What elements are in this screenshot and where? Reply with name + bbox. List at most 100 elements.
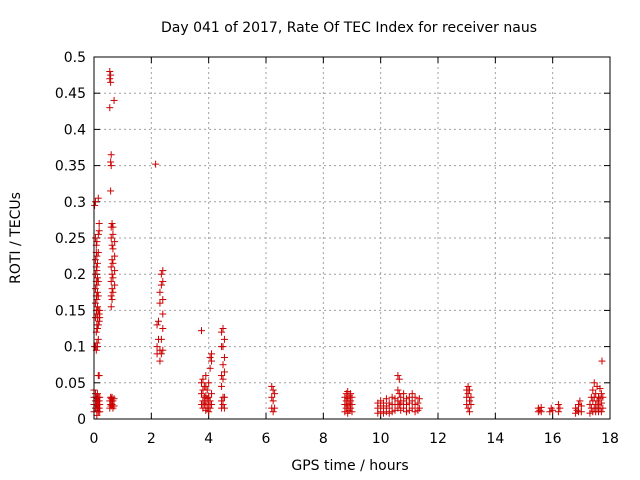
data-point: [220, 368, 228, 376]
data-point: [467, 393, 475, 401]
data-point: [107, 151, 115, 159]
data-point: [107, 187, 115, 195]
data-point: [107, 263, 115, 271]
data-point: [157, 350, 165, 358]
data-point: [586, 409, 594, 417]
data-point: [159, 277, 167, 285]
data-point: [269, 397, 277, 405]
y-tick-label: 0.2: [64, 267, 86, 283]
data-point: [94, 277, 102, 285]
data-point: [206, 404, 214, 412]
data-point: [597, 408, 605, 416]
y-tick-label: 0.45: [55, 86, 86, 102]
data-point: [106, 75, 114, 83]
data-point: [219, 325, 227, 332]
data-point: [93, 343, 101, 351]
data-point: [111, 238, 119, 246]
data-point: [95, 397, 103, 405]
data-point: [271, 390, 279, 398]
chart-title: Day 041 of 2017, Rate Of TEC Index for r…: [161, 20, 537, 36]
data-point: [107, 78, 115, 86]
y-tick-label: 0.4: [64, 122, 86, 138]
data-point: [110, 96, 118, 104]
data-point: [111, 281, 119, 289]
data-point: [202, 399, 210, 407]
x-tick-label: 12: [429, 431, 447, 447]
data-point: [549, 406, 557, 414]
data-point: [155, 317, 162, 325]
data-point: [348, 408, 356, 416]
data-point: [109, 230, 117, 238]
data-point: [95, 310, 103, 318]
data-point: [95, 372, 103, 380]
data-point: [577, 402, 585, 410]
data-point: [94, 292, 102, 300]
data-point: [400, 390, 408, 398]
data-point: [96, 306, 104, 314]
data-point: [402, 395, 410, 403]
data-point: [202, 382, 210, 390]
axis-ticks: 0 2 4 6 8 10 12 14 16 18 0 0.05 0.1 0.15 0.2 0.25 0.3 0.3…: [55, 50, 619, 447]
data-point: [108, 241, 116, 249]
data-point: [107, 234, 115, 242]
data-point: [93, 339, 101, 347]
data-point: [414, 399, 422, 407]
data-point: [111, 267, 119, 275]
data-point: [93, 259, 101, 267]
data-point: [466, 397, 474, 405]
data-point: [93, 296, 101, 304]
data-point: [206, 364, 214, 372]
data-point: [96, 401, 104, 409]
x-tick-label: 4: [204, 431, 213, 447]
data-point: [408, 397, 416, 405]
x-tick-label: 14: [486, 431, 504, 447]
data-point: [219, 361, 227, 369]
data-point: [95, 220, 103, 228]
data-point: [269, 408, 277, 416]
data-point: [573, 406, 581, 414]
data-point: [596, 385, 604, 393]
data-point: [219, 343, 227, 351]
data-point: [107, 292, 115, 300]
data-point: [93, 390, 101, 398]
data-point: [96, 408, 104, 416]
data-point: [107, 303, 115, 311]
data-point: [596, 395, 604, 403]
data-point: [347, 404, 355, 412]
data-point: [156, 288, 164, 296]
data-point: [202, 372, 210, 380]
x-tick-label: 2: [147, 431, 156, 447]
data-point: [589, 386, 597, 394]
data-point: [590, 379, 598, 387]
data-point: [397, 393, 405, 401]
data-point: [109, 288, 117, 296]
data-point: [108, 220, 116, 228]
data-point: [198, 390, 205, 398]
data-point: [219, 401, 227, 409]
data-point: [218, 372, 226, 380]
data-point: [91, 285, 99, 293]
data-point: [156, 357, 164, 365]
data-point: [411, 401, 419, 409]
data-point: [153, 343, 161, 351]
grid: [94, 57, 610, 419]
data-point: [218, 328, 226, 336]
data-point: [536, 406, 544, 414]
data-point: [218, 382, 226, 390]
data-point: [341, 408, 349, 416]
data-point: [108, 256, 116, 264]
data-point: [198, 379, 205, 387]
y-tick-label: 0.3: [64, 195, 86, 211]
data-point: [93, 325, 101, 332]
data-point: [466, 408, 474, 416]
data-point: [408, 404, 416, 412]
data-point: [93, 267, 101, 275]
data-point: [109, 223, 117, 231]
data-point: [382, 395, 390, 403]
data-point: [271, 404, 279, 412]
data-point: [111, 252, 119, 260]
data-point: [108, 296, 116, 304]
data-point: [394, 386, 402, 394]
data-point: [203, 386, 211, 394]
